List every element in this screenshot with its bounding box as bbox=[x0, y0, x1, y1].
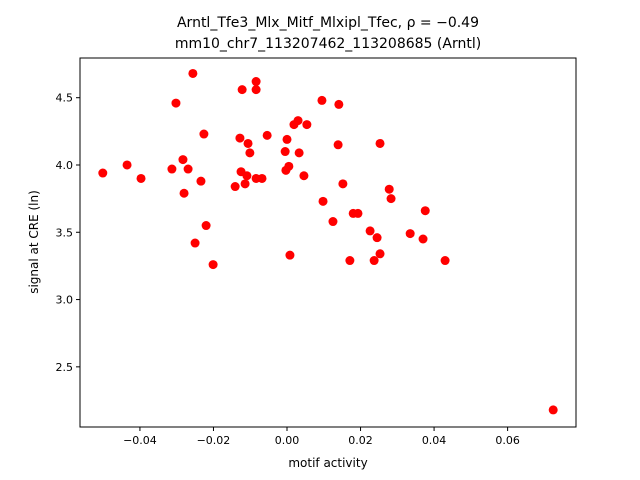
point bbox=[243, 138, 253, 148]
point bbox=[299, 171, 309, 181]
point bbox=[230, 182, 240, 192]
chart-subtitle: mm10_chr7_113207462_113208685 (Arntl) bbox=[175, 36, 481, 52]
point bbox=[345, 256, 355, 266]
point bbox=[196, 176, 206, 186]
point bbox=[199, 129, 209, 139]
point bbox=[237, 85, 247, 95]
point bbox=[208, 260, 218, 270]
point bbox=[242, 171, 252, 181]
point bbox=[328, 217, 338, 227]
point bbox=[284, 161, 294, 171]
x-tick-label: 0.06 bbox=[495, 434, 520, 447]
point bbox=[245, 148, 255, 158]
point bbox=[98, 168, 108, 178]
point bbox=[365, 226, 375, 236]
point bbox=[369, 256, 379, 266]
point bbox=[317, 95, 327, 105]
point bbox=[201, 221, 211, 231]
y-tick-label: 4.0 bbox=[56, 159, 74, 172]
point bbox=[293, 116, 303, 126]
plot-frame bbox=[79, 57, 577, 428]
point bbox=[190, 238, 200, 248]
point bbox=[384, 184, 394, 194]
point bbox=[405, 229, 415, 239]
point bbox=[257, 173, 267, 183]
point bbox=[548, 405, 558, 415]
point bbox=[353, 208, 363, 218]
x-tick-label: 0.02 bbox=[348, 434, 373, 447]
point bbox=[251, 85, 261, 95]
point bbox=[420, 206, 430, 216]
point bbox=[285, 250, 295, 260]
y-tick-label: 2.5 bbox=[56, 361, 74, 374]
point bbox=[302, 120, 312, 130]
point bbox=[294, 148, 304, 158]
x-tick-label: −0.02 bbox=[197, 434, 231, 447]
x-tick-label: 0.00 bbox=[275, 434, 300, 447]
point bbox=[280, 147, 290, 157]
chart-title: Arntl_Tfe3_Mlx_Mitf_Mlxipl_Tfec, ρ = −0.… bbox=[177, 15, 479, 31]
point bbox=[440, 256, 450, 266]
y-tick-label: 4.5 bbox=[56, 92, 74, 105]
point bbox=[418, 234, 428, 244]
point bbox=[171, 98, 181, 108]
point bbox=[318, 196, 328, 206]
y-axis-label: signal at CRE (ln) bbox=[27, 190, 41, 294]
point bbox=[251, 77, 261, 87]
point bbox=[167, 164, 177, 174]
x-tick-label: 0.04 bbox=[422, 434, 447, 447]
y-tick-label: 3.0 bbox=[56, 294, 74, 307]
point bbox=[235, 133, 245, 143]
point bbox=[178, 155, 188, 165]
point bbox=[262, 130, 272, 140]
point bbox=[282, 134, 292, 144]
point bbox=[386, 194, 396, 204]
y-tick-label: 3.5 bbox=[56, 226, 74, 239]
x-axis-label: motif activity bbox=[288, 456, 367, 470]
point bbox=[375, 249, 385, 259]
point bbox=[136, 173, 146, 183]
x-tick-label: −0.04 bbox=[123, 434, 157, 447]
point bbox=[334, 99, 344, 109]
point bbox=[122, 160, 132, 170]
point bbox=[333, 140, 343, 150]
point bbox=[375, 138, 385, 148]
point bbox=[183, 164, 193, 174]
point bbox=[179, 188, 189, 198]
point bbox=[240, 179, 250, 189]
point bbox=[372, 233, 382, 243]
point bbox=[188, 68, 198, 78]
point bbox=[338, 179, 348, 189]
